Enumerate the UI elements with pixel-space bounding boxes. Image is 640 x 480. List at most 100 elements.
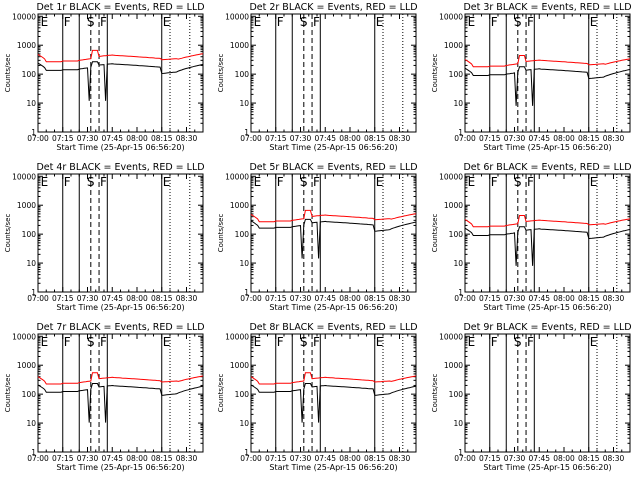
events-series-line (464, 66, 631, 106)
events-series-line (37, 383, 204, 423)
segment-marker: E (41, 175, 49, 189)
x-tick-label: 07:00 (454, 294, 476, 303)
x-tick-label: 08:30 (389, 134, 411, 143)
segment-marker: E (376, 15, 384, 29)
segment-marker: F (64, 15, 71, 29)
segment-marker: F (277, 335, 284, 349)
x-tick-label: 07:45 (101, 454, 123, 463)
segment-marker: F (313, 15, 320, 29)
x-tick-label: 08:00 (126, 454, 148, 463)
segment-marker: F (100, 175, 107, 189)
segment-marker: E (163, 15, 171, 29)
x-tick-label: 07:00 (454, 134, 476, 143)
x-tick-label: 07:15 (479, 294, 501, 303)
segment-marker: F (100, 335, 107, 349)
x-axis-label: Start Time (25-Apr-15 06:56:20) (483, 463, 611, 472)
events-series-line (250, 383, 417, 423)
segment-marker: E (376, 175, 384, 189)
segment-marker: E (376, 335, 384, 349)
x-tick-label: 07:45 (528, 134, 550, 143)
y-tick-label: 10 (453, 99, 463, 108)
x-tick-label: 07:15 (265, 134, 287, 143)
lld-series-line (464, 55, 631, 68)
x-tick-label: 07:00 (27, 134, 49, 143)
y-axis-label: Counts/sec (217, 54, 225, 93)
segment-marker: F (277, 15, 284, 29)
segment-marker: S (300, 335, 308, 349)
x-tick-label: 08:00 (339, 294, 361, 303)
x-axis-label: Start Time (25-Apr-15 06:56:20) (269, 303, 397, 312)
x-tick-label: 08:30 (389, 294, 411, 303)
y-tick-label: 10000 (439, 12, 463, 21)
x-tick-label: 07:30 (77, 134, 99, 143)
x-axis-label: Start Time (25-Apr-15 06:56:20) (483, 303, 611, 312)
x-tick-label: 07:15 (265, 454, 287, 463)
y-tick-label: 1000 (230, 201, 249, 210)
chart-title: Det 8r BLACK = Events, RED = LLD (249, 322, 417, 333)
segment-marker: F (64, 175, 71, 189)
y-tick-label: 1000 (17, 41, 36, 50)
y-tick-label: 1 (458, 448, 463, 457)
y-tick-label: 1 (31, 448, 36, 457)
x-tick-label: 07:15 (52, 294, 74, 303)
chart-title: Det 5r BLACK = Events, RED = LLD (249, 162, 417, 173)
chart-title: Det 1r BLACK = Events, RED = LLD (36, 2, 204, 13)
y-axis-label: Counts/sec (4, 214, 12, 253)
y-tick-label: 1000 (444, 361, 463, 370)
x-tick-label: 08:15 (578, 134, 600, 143)
x-tick-label: 08:15 (151, 134, 173, 143)
x-tick-label: 07:30 (77, 454, 99, 463)
y-tick-label: 10 (239, 99, 249, 108)
x-tick-label: 07:00 (454, 454, 476, 463)
x-axis-label: Start Time (25-Apr-15 06:56:20) (56, 143, 184, 152)
y-tick-label: 10 (239, 259, 249, 268)
y-axis-label: Counts/sec (217, 214, 225, 253)
x-tick-label: 07:45 (314, 134, 336, 143)
segment-marker: S (514, 175, 522, 189)
x-tick-label: 08:15 (364, 454, 386, 463)
x-tick-label: 07:15 (265, 294, 287, 303)
segment-marker: S (300, 175, 308, 189)
segment-marker: E (468, 175, 476, 189)
y-tick-label: 100 (449, 70, 464, 79)
segment-marker: F (313, 335, 320, 349)
y-axis-label: Counts/sec (431, 54, 439, 93)
y-tick-label: 1000 (230, 361, 249, 370)
x-axis-label: Start Time (25-Apr-15 06:56:20) (56, 303, 184, 312)
y-tick-label: 100 (22, 230, 37, 239)
y-tick-label: 1000 (17, 201, 36, 210)
segment-marker: S (514, 15, 522, 29)
x-tick-label: 07:30 (504, 294, 526, 303)
y-axis-label: Counts/sec (4, 374, 12, 413)
segment-marker: E (163, 335, 171, 349)
chart-title: Det 2r BLACK = Events, RED = LLD (249, 2, 417, 13)
y-tick-label: 100 (22, 70, 37, 79)
segment-marker: E (468, 335, 476, 349)
y-tick-label: 1 (458, 128, 463, 137)
x-tick-label: 08:00 (126, 134, 148, 143)
y-tick-label: 10000 (225, 172, 249, 181)
segment-marker: E (254, 335, 262, 349)
x-tick-label: 08:15 (151, 294, 173, 303)
x-tick-label: 08:15 (151, 454, 173, 463)
segment-marker: F (491, 335, 498, 349)
x-tick-label: 07:30 (290, 454, 312, 463)
segment-marker: S (514, 335, 522, 349)
segment-marker: F (527, 15, 534, 29)
x-tick-label: 07:45 (101, 294, 123, 303)
y-tick-label: 10 (26, 99, 36, 108)
segment-marker: F (277, 175, 284, 189)
y-tick-label: 10000 (225, 332, 249, 341)
y-tick-label: 10000 (439, 172, 463, 181)
y-tick-label: 1 (244, 128, 249, 137)
x-tick-label: 07:00 (27, 454, 49, 463)
segment-marker: S (87, 15, 95, 29)
x-tick-label: 07:30 (77, 294, 99, 303)
x-tick-label: 08:15 (578, 454, 600, 463)
